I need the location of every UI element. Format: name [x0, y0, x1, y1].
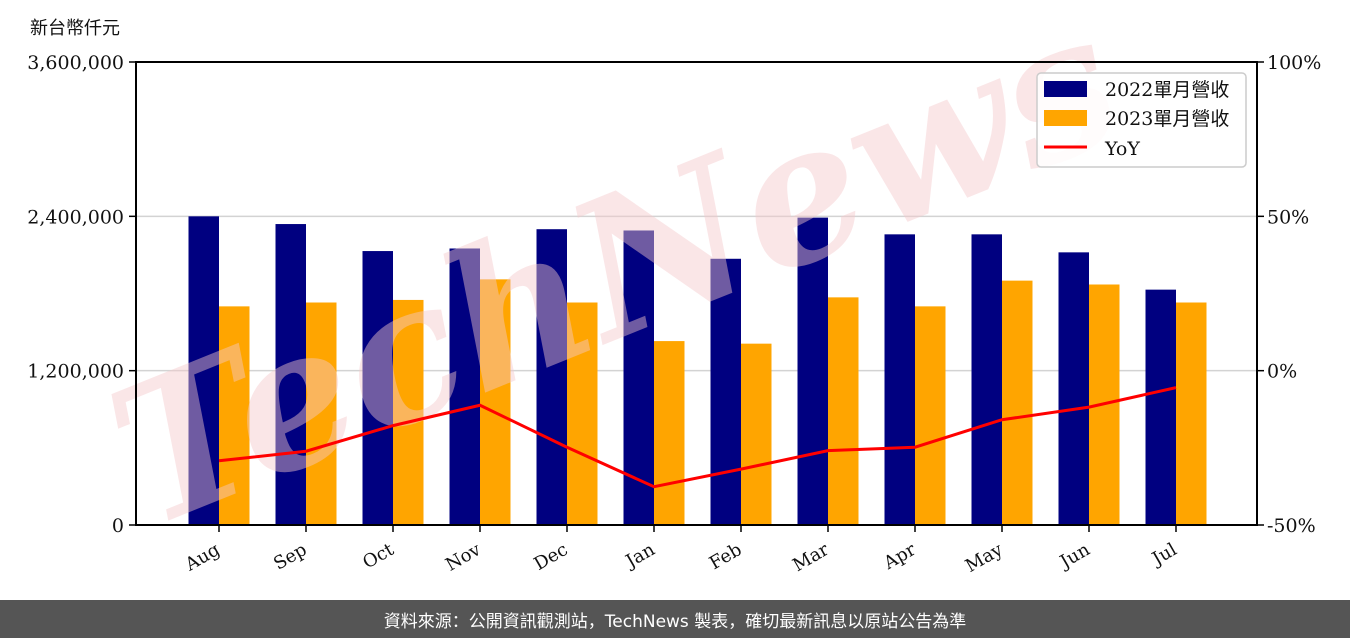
bar-2022: [362, 251, 393, 525]
legend-label-2022: 2022單月營收: [1105, 79, 1229, 101]
revenue-chart: TechNews 0 1,200,000 2,400,000 3,600,000 -50%…: [27, 0, 1321, 577]
y2-tick-label: 50%: [1267, 206, 1309, 228]
series-2022-bars: [188, 216, 1176, 526]
x-tick-label: Nov: [442, 539, 485, 576]
bar-2022: [971, 234, 1002, 526]
source-footer-text: 資料來源：公開資訊觀測站，TechNews 製表，確切最新訊息以原站公告為準: [383, 611, 967, 632]
legend-label-2023: 2023單月營收: [1105, 108, 1229, 130]
bar-2022: [884, 234, 915, 526]
x-tick-label: Mar: [789, 539, 833, 576]
bar-2023: [828, 297, 859, 525]
y2-tick-label: 100%: [1267, 52, 1321, 74]
bar-2022: [1145, 289, 1176, 525]
series-2023-bars: [219, 279, 1207, 525]
bar-2023: [480, 279, 511, 525]
legend-swatch-2023: [1044, 110, 1087, 126]
bar-2022: [449, 248, 480, 525]
y-tick-label: 2,400,000: [27, 206, 124, 228]
bar-2023: [915, 306, 946, 525]
bar-2023: [654, 341, 685, 525]
yoy-line: [218, 386, 1177, 489]
bar-2022: [536, 229, 567, 525]
legend-swatch-2022: [1044, 81, 1087, 97]
bar-2022: [188, 216, 219, 526]
bar-2022: [710, 258, 741, 525]
bar-2023: [306, 302, 337, 525]
plot-frame: [135, 61, 1258, 526]
chart-canvas: TechNews01,200,0002,400,0003,600,000-50%…: [27, 0, 1321, 577]
y-tick-label: 0: [112, 515, 124, 537]
bar-2023: [1002, 280, 1033, 525]
x-tick-label: Apr: [879, 539, 919, 574]
x-tick-label: Sep: [270, 539, 310, 574]
bar-2023: [567, 302, 598, 525]
bar-2022: [797, 217, 828, 525]
x-tick-label: Feb: [706, 539, 746, 574]
y2-tick-label: 0%: [1267, 361, 1297, 383]
bar-2022: [275, 224, 306, 526]
bar-2023: [1176, 302, 1207, 525]
y-tick-label: 1,200,000: [27, 361, 124, 383]
x-tick-label: May: [962, 539, 1007, 577]
x-tick-label: Oct: [359, 539, 398, 574]
legend-box: [1036, 72, 1247, 168]
bar-2023: [741, 343, 772, 525]
y-tick-label: 3,600,000: [27, 52, 124, 74]
y2-tick-label: -50%: [1267, 515, 1316, 537]
legend-label-yoy: YoY: [1104, 138, 1140, 160]
bar-2023: [219, 306, 250, 525]
bar-2022: [1058, 252, 1089, 525]
legend: 2022單月營收 2023單月營收 YoY: [1036, 72, 1247, 168]
bar-2023: [393, 299, 424, 525]
x-tick-label: Jul: [1147, 539, 1181, 571]
x-tick-label: Jun: [1055, 539, 1094, 574]
y-axis-unit-label: 新台幣仟元: [30, 18, 120, 39]
x-tick-label: Dec: [531, 539, 572, 575]
x-tick-label: Jan: [621, 539, 659, 573]
source-footer: 資料來源：公開資訊觀測站，TechNews 製表，確切最新訊息以原站公告為準: [0, 600, 1350, 638]
